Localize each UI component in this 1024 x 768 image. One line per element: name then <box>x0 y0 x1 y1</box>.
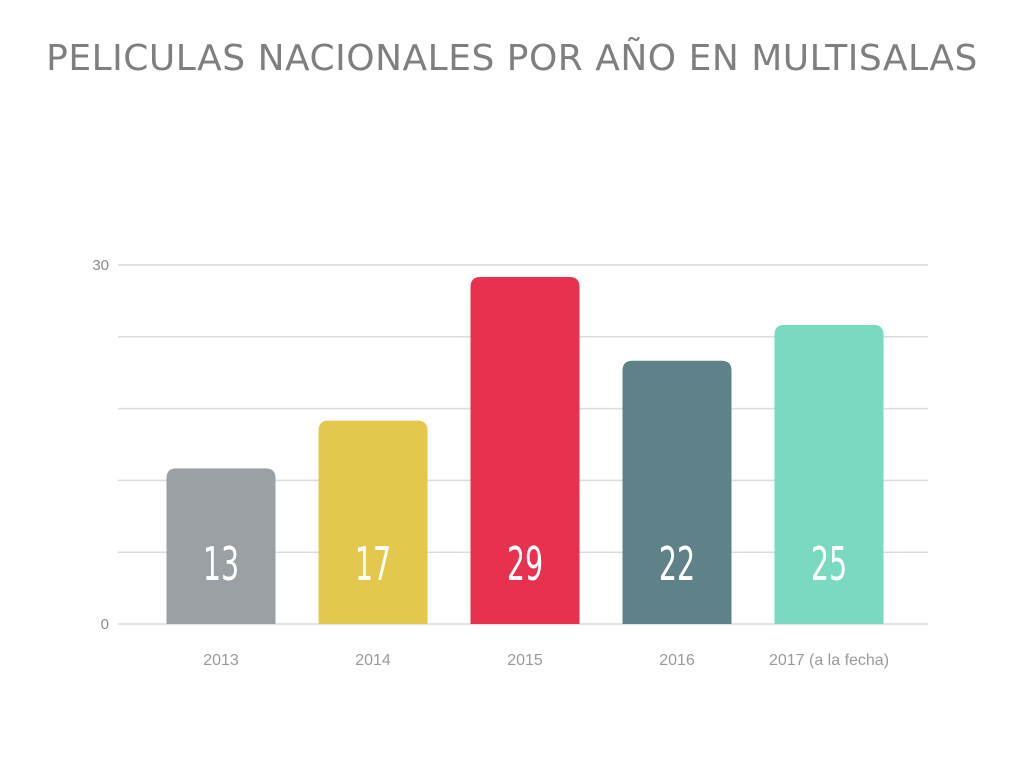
category-label: 2013 <box>203 652 239 669</box>
category-label: 2017 (a la fecha) <box>769 652 889 669</box>
data-label: 17 <box>355 538 391 592</box>
data-label: 13 <box>203 538 239 592</box>
data-label: 25 <box>811 538 847 592</box>
category-label: 2016 <box>659 652 695 669</box>
y-axis-ticks: 0 30 <box>92 257 109 633</box>
x-axis-labels: 2013 2014 2015 2016 2017 (a la fecha) <box>203 652 889 669</box>
y-tick-label: 0 <box>101 616 109 633</box>
data-labels: 13 17 29 22 25 <box>203 538 847 592</box>
bar-2016 <box>622 360 732 624</box>
category-label: 2014 <box>355 652 391 669</box>
data-label: 22 <box>659 538 695 592</box>
bars <box>166 276 884 624</box>
data-label: 29 <box>507 538 543 592</box>
chart-title: PELICULAS NACIONALES POR AÑO EN MULTISAL… <box>46 38 978 79</box>
bar-2013 <box>166 468 276 624</box>
y-tick-label: 30 <box>92 257 109 274</box>
bar-2015 <box>470 276 580 624</box>
bar-2014 <box>318 420 428 624</box>
bar-2017 <box>774 324 884 624</box>
category-label: 2015 <box>507 652 543 669</box>
